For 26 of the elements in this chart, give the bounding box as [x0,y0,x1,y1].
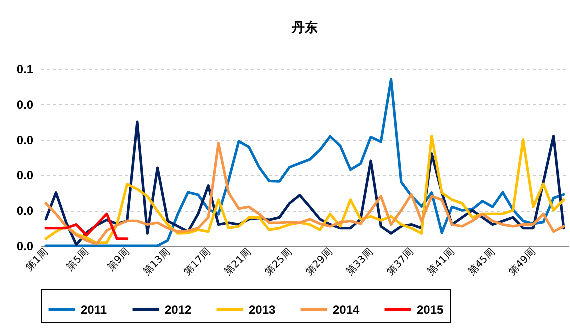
x-tick-label: 第49周 [506,246,538,278]
legend-label: 2014 [333,303,360,317]
x-tick-label: 第29周 [303,246,336,278]
legend-label: 2012 [165,303,192,317]
line-series [44,212,129,240]
x-tick-label: 第37周 [384,246,416,278]
y-tick-label: 0.0 [16,168,34,183]
x-tick-label: 第21周 [222,246,254,278]
y-tick-label: 0.0 [16,133,34,148]
x-tick-label: 第25周 [262,246,295,278]
legend-label: 2011 [81,303,108,317]
y-tick-label: 0.0 [16,204,34,218]
y-tick-label: 0.0 [16,98,34,112]
x-tick-label: 第9周 [104,246,132,274]
chart-title: 丹东 [291,20,318,36]
x-tick-label: 第17周 [182,246,214,278]
y-tick-label: 0.1 [16,62,34,76]
x-tick-label: 第5周 [64,246,92,274]
line-series [44,78,566,248]
y-tick-label: 0.0 [16,240,34,254]
x-tick-label: 第33周 [344,246,376,278]
legend-label: 2015 [417,303,444,317]
x-tick-label: 第41周 [425,246,457,278]
legend-label: 2013 [249,303,276,317]
x-tick-label: 第45周 [466,246,498,278]
x-tick-label: 第13周 [141,246,173,278]
